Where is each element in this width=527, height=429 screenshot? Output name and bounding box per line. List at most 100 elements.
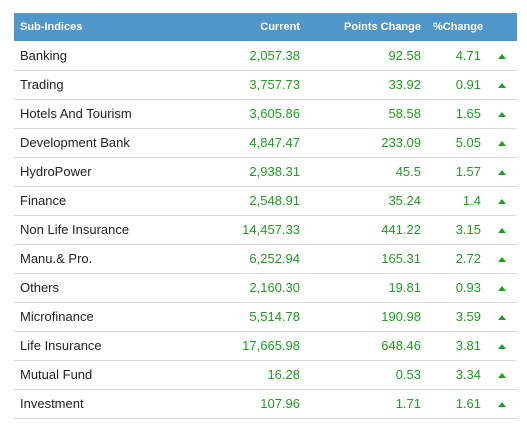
pct-change-value: 1.57 <box>455 164 481 179</box>
table-row[interactable]: Life Insurance 17,665.98 648.46 3.81 <box>14 331 517 360</box>
table-row[interactable]: Finance 2,548.91 35.24 1.4 <box>14 186 517 215</box>
header-row: Sub-Indices Current Points Change %Chang… <box>14 13 517 41</box>
sub-index-name: Mutual Fund <box>20 367 93 382</box>
current-value: 2,160.30 <box>249 280 300 295</box>
sub-index-name: Non Life Insurance <box>20 222 130 237</box>
table-header: Sub-Indices Current Points Change %Chang… <box>14 13 517 41</box>
triangle-up-icon <box>498 199 506 205</box>
sub-index-name: HydroPower <box>20 164 92 179</box>
sub-index-name: Others <box>20 280 60 295</box>
table-row[interactable]: HydroPower 2,938.31 45.5 1.57 <box>14 157 517 186</box>
points-change-value: 35.24 <box>388 193 421 208</box>
column-header-current[interactable]: Current <box>260 21 300 33</box>
current-value: 16.28 <box>267 367 300 382</box>
pct-change-value: 3.59 <box>455 309 481 324</box>
table-row[interactable]: Others 2,160.30 19.81 0.93 <box>14 273 517 302</box>
trend-cell <box>487 157 517 186</box>
sub-index-name: Manu.& Pro. <box>20 251 93 266</box>
current-value: 107.96 <box>260 396 300 411</box>
table-row[interactable]: Microfinance 5,514.78 190.98 3.59 <box>14 302 517 331</box>
current-value: 6,252.94 <box>249 251 300 266</box>
pct-change-value: 2.72 <box>455 251 481 266</box>
table-row[interactable]: Trading 3,757.73 33.92 0.91 <box>14 70 517 99</box>
points-change-value: 0.53 <box>395 367 421 382</box>
trend-cell <box>487 128 517 157</box>
table-row[interactable]: Development Bank 4,847.47 233.09 5.05 <box>14 128 517 157</box>
current-value: 4,847.47 <box>249 135 300 150</box>
pct-change-value: 0.93 <box>455 280 481 295</box>
sub-indices-panel: Sub-Indices Current Points Change %Chang… <box>14 13 517 419</box>
trend-cell <box>487 360 517 389</box>
triangle-up-icon <box>498 402 506 408</box>
column-header-pct-change[interactable]: %Change <box>433 21 484 33</box>
current-value: 3,757.73 <box>249 77 300 92</box>
current-value: 14,457.33 <box>242 222 300 237</box>
current-value: 2,548.91 <box>249 193 300 208</box>
trend-cell <box>487 215 517 244</box>
triangle-up-icon <box>498 83 506 89</box>
points-change-value: 233.09 <box>381 135 421 150</box>
pct-change-value: 1.4 <box>462 193 481 208</box>
points-change-value: 33.92 <box>388 77 421 92</box>
triangle-up-icon <box>498 373 506 379</box>
pct-change-value: 3.34 <box>455 367 481 382</box>
points-change-value: 1.71 <box>395 396 421 411</box>
pct-change-value: 0.91 <box>455 77 481 92</box>
pct-change-value: 4.71 <box>455 47 481 63</box>
current-value: 2,057.38 <box>249 47 300 63</box>
current-value: 5,514.78 <box>249 309 300 324</box>
trend-cell <box>487 70 517 99</box>
pct-change-value: 1.61 <box>455 396 481 411</box>
points-change-value: 58.58 <box>388 106 421 121</box>
triangle-up-icon <box>498 141 506 147</box>
table-row[interactable]: Investment 107.96 1.71 1.61 <box>14 389 517 418</box>
points-change-value: 45.5 <box>395 164 421 179</box>
points-change-value: 190.98 <box>381 309 421 324</box>
points-change-value: 441.22 <box>381 222 421 237</box>
triangle-up-icon <box>498 112 506 118</box>
points-change-value: 165.31 <box>381 251 421 266</box>
trend-cell <box>487 186 517 215</box>
triangle-up-icon <box>498 228 506 234</box>
sub-index-name: Microfinance <box>20 309 94 324</box>
current-value: 17,665.98 <box>242 338 300 353</box>
sub-index-name: Banking <box>20 47 67 63</box>
triangle-up-icon <box>498 286 506 292</box>
points-change-value: 648.46 <box>381 338 421 353</box>
triangle-up-icon <box>498 344 506 350</box>
column-header-trend <box>487 13 517 41</box>
table-row[interactable]: Hotels And Tourism 3,605.86 58.58 1.65 <box>14 99 517 128</box>
table-row[interactable]: Non Life Insurance 14,457.33 441.22 3.15 <box>14 215 517 244</box>
trend-cell <box>487 302 517 331</box>
triangle-up-icon <box>498 170 506 176</box>
sub-index-name: Investment <box>20 396 84 411</box>
current-value: 3,605.86 <box>249 106 300 121</box>
sub-index-name: Life Insurance <box>20 338 102 353</box>
table-row[interactable]: Manu.& Pro. 6,252.94 165.31 2.72 <box>14 244 517 273</box>
trend-cell <box>487 244 517 273</box>
column-header-points-change[interactable]: Points Change <box>343 21 421 33</box>
table-body: Banking 2,057.38 92.58 4.71 Trading 3,757.73 3… <box>14 41 517 418</box>
pct-change-value: 3.15 <box>455 222 481 237</box>
sub-indices-table: Sub-Indices Current Points Change %Chang… <box>14 13 517 419</box>
current-value: 2,938.31 <box>249 164 300 179</box>
sub-index-name: Hotels And Tourism <box>20 106 132 121</box>
points-change-value: 92.58 <box>388 47 421 63</box>
trend-cell <box>487 41 517 70</box>
sub-index-name: Development Bank <box>20 135 130 150</box>
triangle-up-icon <box>498 53 506 59</box>
trend-cell <box>487 331 517 360</box>
column-header-sub-indices[interactable]: Sub-Indices <box>20 21 83 33</box>
points-change-value: 19.81 <box>388 280 421 295</box>
trend-cell <box>487 99 517 128</box>
triangle-up-icon <box>498 315 506 321</box>
sub-index-name: Finance <box>20 193 67 208</box>
trend-cell <box>487 389 517 418</box>
triangle-up-icon <box>498 257 506 263</box>
trend-cell <box>487 273 517 302</box>
sub-index-name: Trading <box>20 77 64 92</box>
pct-change-value: 5.05 <box>455 135 481 150</box>
table-row[interactable]: Banking 2,057.38 92.58 4.71 <box>14 41 517 70</box>
pct-change-value: 3.81 <box>455 338 481 353</box>
table-row[interactable]: Mutual Fund 16.28 0.53 3.34 <box>14 360 517 389</box>
